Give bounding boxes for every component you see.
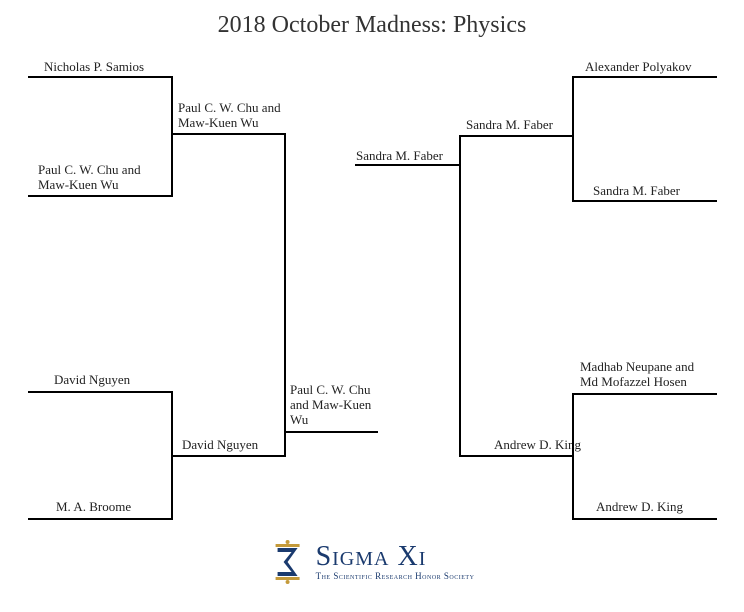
bracket-line (459, 455, 574, 457)
bracket-line (171, 455, 286, 457)
bracket-entry: David Nguyen (182, 438, 258, 453)
bracket-line (28, 518, 173, 520)
bracket-entry: Sandra M. Faber (593, 184, 680, 199)
bracket-line (572, 200, 717, 202)
bracket-line (28, 391, 173, 393)
bracket-line (459, 135, 574, 137)
bracket-entry: Sandra M. Faber (356, 149, 443, 164)
bracket-line (28, 76, 173, 78)
bracket-line (572, 76, 574, 202)
bracket-entry: Andrew D. King (596, 500, 683, 515)
page-title: 2018 October Madness: Physics (0, 12, 744, 39)
bracket-entry: David Nguyen (54, 373, 130, 388)
bracket-entry: M. A. Broome (56, 500, 131, 515)
sigma-xi-logo: Sigma Xi The Scientific Research Honor S… (270, 540, 475, 584)
bracket-entry: Madhab Neupane and Md Mofazzel Hosen (580, 360, 710, 390)
logo-text: Sigma Xi The Scientific Research Honor S… (316, 543, 475, 581)
sigma-xi-icon (270, 540, 306, 584)
bracket-entry: Paul C. W. Chu and Maw-Kuen Wu (38, 163, 168, 193)
bracket-line (572, 76, 717, 78)
bracket-line (284, 133, 286, 457)
bracket-entry: Nicholas P. Samios (44, 60, 144, 75)
bracket-line (355, 164, 461, 166)
bracket-line (171, 76, 173, 197)
bracket-entry: Paul C. W. Chu and Maw-Kuen Wu (290, 383, 390, 428)
bracket-entry: Andrew D. King (494, 438, 581, 453)
bracket-line (459, 135, 461, 457)
bracket-line (572, 518, 717, 520)
bracket-line (171, 133, 286, 135)
bracket-entry: Sandra M. Faber (466, 118, 553, 133)
bracket-line (284, 431, 378, 433)
logo-main-text: Sigma Xi (316, 543, 475, 571)
bracket-entry: Alexander Polyakov (585, 60, 692, 75)
bracket-entry: Paul C. W. Chu and Maw-Kuen Wu (178, 101, 308, 131)
bracket-line (572, 393, 717, 395)
logo-sub-text: The Scientific Research Honor Society (316, 571, 475, 581)
bracket-line (28, 195, 173, 197)
